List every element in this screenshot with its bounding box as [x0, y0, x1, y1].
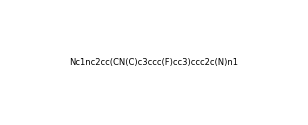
Text: Nc1nc2cc(CN(C)c3ccc(F)cc3)ccc2c(N)n1: Nc1nc2cc(CN(C)c3ccc(F)cc3)ccc2c(N)n1: [70, 58, 238, 67]
